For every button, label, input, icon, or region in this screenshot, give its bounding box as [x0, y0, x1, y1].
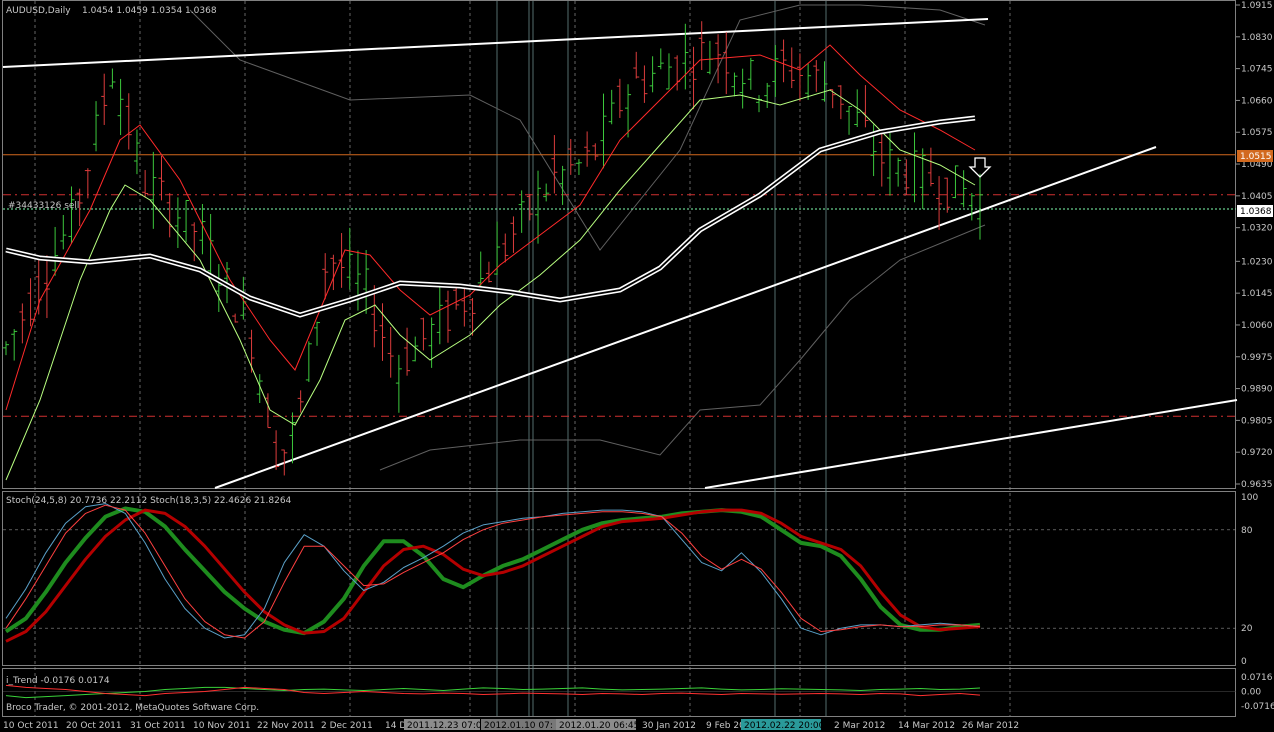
stochastic-axis: 100 80 20 0	[1241, 493, 1258, 667]
price-tick-label: 0.9805	[1241, 416, 1273, 426]
time-label: 9 Feb 20	[706, 721, 745, 731]
time-marker-badge[interactable]	[741, 719, 821, 730]
svg-text:1.0368: 1.0368	[1240, 207, 1272, 217]
time-marker-label: 2012.01.20 06:45	[559, 721, 639, 731]
time-axis: 10 Oct 2011 20 Oct 2011 31 Oct 2011 10 Nov …	[3, 719, 1019, 731]
price-tick-label: 1.0230	[1241, 257, 1273, 267]
price-tick-label: 0.9720	[1241, 448, 1273, 458]
symbol-label: AUDUSD,Daily	[6, 6, 71, 16]
itrend-panel	[3, 684, 1236, 699]
time-marker-badge[interactable]	[556, 719, 636, 730]
trend-axis-label: 0.0716	[1241, 673, 1273, 683]
price-tick-label: 1.0745	[1241, 65, 1273, 75]
time-marker-lines	[496, 1, 827, 716]
trend-series-line	[5, 684, 981, 697]
price-axis: 1.0915 1.0830 1.0745 1.0660 1.0575 1.0490 1.04…	[1236, 1, 1273, 490]
time-label: 14 D	[385, 721, 406, 731]
price-tick-label: 0.9975	[1241, 353, 1273, 363]
trend-series-line	[5, 686, 981, 699]
stochastic-panel	[3, 503, 1236, 643]
time-label: 30 Jan 2012	[642, 721, 696, 731]
stoch-series-line	[5, 503, 981, 639]
time-label: 31 Oct 2011	[130, 721, 186, 731]
current-price-tag: 1.0368	[1237, 205, 1273, 217]
stoch-axis-label: 100	[1241, 493, 1258, 503]
price-tick-label: 1.0490	[1241, 160, 1273, 170]
stoch-label: Stoch(24,5,8) 20.7736 22.2112 Stoch(18,3…	[6, 496, 292, 506]
time-label: 2 Dec 2011	[321, 721, 373, 731]
price-tick-label: 1.0060	[1241, 321, 1273, 331]
stoch-series-line	[4, 506, 981, 636]
time-label: 10 Oct 2011	[3, 721, 59, 731]
price-tick-label: 1.0915	[1241, 1, 1273, 11]
ohlc-label: 1.0454 1.0459 1.0354 1.0368	[82, 6, 217, 16]
price-tick-label: 1.0405	[1241, 192, 1273, 202]
ma-slow-line	[5, 89, 976, 481]
price-panel	[2, 4, 1238, 489]
stoch-series-line	[5, 504, 981, 639]
stoch-axis-label: 0	[1241, 657, 1247, 667]
time-label: 26 Mar 2012	[962, 721, 1019, 731]
lower-trendline	[214, 146, 1157, 489]
price-tick-label: 1.0575	[1241, 128, 1273, 138]
ma-long-line	[5, 117, 976, 316]
price-tick-label: 1.0660	[1241, 96, 1273, 106]
vertical-grid	[34, 1, 1011, 716]
price-tick-label: 0.9635	[1241, 480, 1273, 490]
time-label: 14 Mar 2012	[898, 721, 955, 731]
main-panel-frame	[2, 0, 1236, 489]
price-tick-label: 0.9890	[1241, 385, 1273, 395]
time-marker-label: 2012.01.10 07:	[484, 721, 553, 731]
time-marker-badge[interactable]	[481, 719, 556, 730]
time-label: 22 Nov 2011	[257, 721, 315, 731]
stoch-series-line	[5, 508, 981, 643]
svg-text:1.0515: 1.0515	[1240, 152, 1272, 162]
itrend-label: i_Trend -0.0176 0.0174	[6, 676, 110, 686]
channel-trendline	[704, 399, 1238, 489]
band-line	[189, 4, 986, 251]
bid-price-tag: 1.0515	[1237, 150, 1273, 162]
time-label: 10 Nov 2011	[193, 721, 251, 731]
stoch-axis-label: 80	[1241, 526, 1253, 536]
time-label: 20 Oct 2011	[66, 721, 122, 731]
ma-fast-line	[5, 44, 976, 411]
upper-trendline	[2, 18, 989, 68]
time-marker-label: 2011.12.23 07:00	[407, 721, 488, 731]
price-tick-label: 1.0830	[1241, 33, 1273, 43]
sell-arrow-icon[interactable]	[968, 157, 992, 178]
order-label: #34433126 sell	[8, 201, 79, 211]
trend-panel-frame	[2, 668, 1236, 717]
time-marker-label: 2012.02.22 20:00	[744, 721, 825, 731]
stoch-panel-frame	[2, 491, 1236, 666]
time-label: 2 Mar 2012	[834, 721, 885, 731]
copyright-label: Broco Trader, © 2001-2012, MetaQuotes So…	[6, 703, 259, 713]
trend-axis-label: -0.0716	[1241, 702, 1274, 712]
time-marker-badge[interactable]	[404, 719, 480, 730]
trend-axis-label: 0.00	[1241, 688, 1261, 698]
stoch-axis-label: 20	[1241, 624, 1253, 634]
band-line	[379, 224, 986, 471]
itrend-axis: 0.0716 0.00 -0.0716	[1241, 673, 1274, 712]
price-tick-label: 1.0320	[1241, 224, 1273, 234]
price-tick-label: 1.0145	[1241, 289, 1273, 299]
